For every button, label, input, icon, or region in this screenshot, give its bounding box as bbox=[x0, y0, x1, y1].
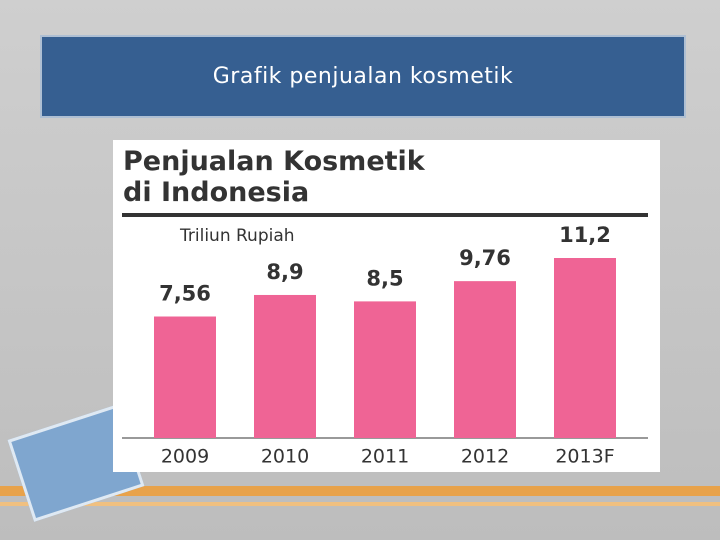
x-tick-label: 2013F bbox=[555, 446, 614, 468]
bar bbox=[554, 258, 616, 438]
x-tick-label: 2012 bbox=[461, 446, 509, 468]
decor-stripe bbox=[0, 502, 720, 506]
slide-title: Grafik penjualan kosmetik bbox=[40, 35, 686, 118]
bar bbox=[354, 301, 416, 438]
value-label: 9,76 bbox=[459, 246, 511, 270]
x-tick-label: 2011 bbox=[361, 446, 409, 468]
bar bbox=[154, 316, 216, 438]
value-label: 7,56 bbox=[159, 282, 211, 306]
value-label: 8,9 bbox=[266, 260, 303, 284]
chart-subtitle: Triliun Rupiah bbox=[179, 226, 295, 246]
value-label: 11,2 bbox=[559, 223, 611, 247]
chart-panel: Triliun Rupiah 2009 7,56 2010 8,9 2011 8,5 201… bbox=[113, 140, 660, 472]
decor-stripe bbox=[0, 486, 720, 496]
chart-title: Penjualan Kosmetik di Indonesia bbox=[123, 146, 425, 208]
value-label: 8,5 bbox=[366, 266, 403, 290]
bar bbox=[454, 281, 516, 438]
chart: Triliun Rupiah 2009 7,56 2010 8,9 2011 8,5 201… bbox=[122, 213, 648, 468]
x-tick-label: 2010 bbox=[261, 446, 309, 468]
bar bbox=[254, 294, 316, 438]
x-tick-label: 2009 bbox=[161, 446, 209, 468]
